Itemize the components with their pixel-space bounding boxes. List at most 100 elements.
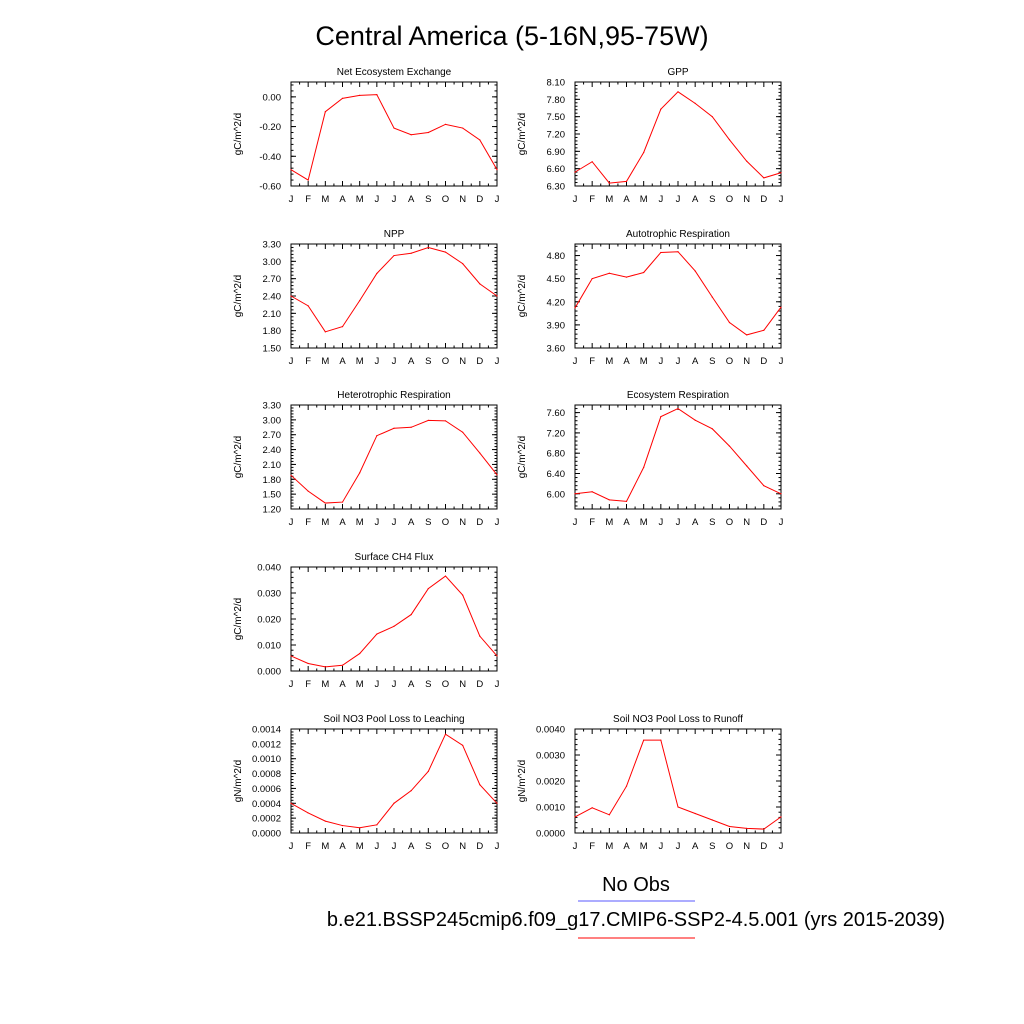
- data-point: [359, 94, 361, 96]
- series-line: [574, 739, 782, 830]
- data-point: [341, 501, 344, 503]
- data-point: [359, 300, 361, 302]
- x-tick-label: A: [623, 194, 630, 205]
- x-tick-label: A: [408, 841, 415, 852]
- data-point: [393, 427, 395, 429]
- data-point: [410, 790, 412, 792]
- x-tick-label: M: [605, 517, 613, 528]
- data-point: [324, 502, 326, 504]
- x-tick-label: D: [476, 679, 483, 690]
- x-tick-label: J: [658, 356, 663, 367]
- y-tick-label: 2.10: [263, 309, 282, 320]
- y-tick-label: 3.00: [263, 257, 282, 268]
- data-point: [376, 633, 378, 635]
- data-point: [625, 785, 628, 787]
- data-point: [694, 102, 696, 104]
- x-tick-label: M: [356, 841, 364, 852]
- y-tick-label: 0.040: [257, 563, 281, 574]
- data-point: [763, 828, 765, 830]
- figure-title: Central America (5-16N,95-75W): [315, 21, 708, 51]
- x-tick-label: J: [779, 841, 784, 852]
- x-tick-label: F: [305, 841, 311, 852]
- data-point: [677, 251, 679, 253]
- data-point: [496, 295, 498, 297]
- x-tick-label: M: [321, 194, 329, 205]
- data-point: [660, 739, 662, 741]
- y-tick-label: 0.0010: [536, 803, 565, 814]
- x-tick-label: O: [726, 841, 733, 852]
- data-point: [746, 334, 748, 336]
- data-point: [591, 491, 593, 493]
- data-point: [780, 306, 782, 308]
- x-tick-label: M: [321, 517, 329, 528]
- y-tick-label: 0.020: [257, 615, 281, 626]
- x-tick-label: M: [640, 517, 648, 528]
- y-tick-label: -0.40: [259, 152, 281, 163]
- y-tick-label: 4.50: [547, 274, 566, 285]
- x-tick-label: F: [305, 679, 311, 690]
- data-point: [608, 814, 610, 816]
- x-tick-label: J: [392, 194, 397, 205]
- x-tick-label: J: [676, 841, 681, 852]
- y-tick-label: 0.000: [257, 667, 281, 678]
- x-tick-label: F: [589, 517, 595, 528]
- x-tick-label: M: [356, 194, 364, 205]
- x-tick-label: F: [305, 517, 311, 528]
- y-tick-label: 0.0040: [536, 725, 565, 736]
- x-tick-label: S: [425, 679, 431, 690]
- series-line: [290, 94, 498, 181]
- y-tick-label: 3.00: [263, 415, 282, 426]
- y-tick-label: 0.00: [263, 92, 282, 103]
- data-point: [341, 824, 344, 827]
- x-tick-label: S: [709, 356, 715, 367]
- y-axis-label: gC/m^2/d: [517, 275, 528, 318]
- x-tick-label: M: [640, 194, 648, 205]
- x-tick-label: D: [476, 356, 483, 367]
- y-tick-label: 0.0006: [252, 784, 281, 795]
- panel-title: Net Ecosystem Exchange: [337, 67, 452, 78]
- data-point: [608, 272, 610, 274]
- y-tick-label: -0.60: [259, 182, 281, 193]
- x-tick-label: J: [392, 356, 397, 367]
- x-tick-label: M: [356, 356, 364, 367]
- data-point: [307, 179, 309, 181]
- data-point: [324, 111, 326, 113]
- y-axis-label: gC/m^2/d: [233, 275, 244, 318]
- x-tick-label: M: [640, 356, 648, 367]
- panel-title: NPP: [384, 229, 405, 240]
- data-point: [341, 664, 344, 666]
- x-tick-label: M: [356, 517, 364, 528]
- x-tick-label: A: [692, 841, 699, 852]
- y-tick-label: 7.80: [547, 95, 566, 106]
- data-point: [625, 500, 628, 502]
- data-point: [324, 331, 326, 333]
- x-tick-label: A: [692, 517, 699, 528]
- x-tick-label: J: [658, 841, 663, 852]
- x-tick-label: J: [289, 679, 294, 690]
- data-point: [376, 824, 378, 826]
- x-tick-label: A: [339, 841, 346, 852]
- data-point: [427, 419, 429, 421]
- data-point: [496, 474, 498, 476]
- x-tick-label: A: [339, 679, 346, 690]
- y-tick-label: 0.0012: [252, 739, 281, 750]
- x-tick-label: N: [459, 841, 466, 852]
- x-tick-label: J: [573, 841, 578, 852]
- x-tick-label: J: [374, 356, 379, 367]
- x-tick-label: N: [459, 356, 466, 367]
- data-point: [376, 435, 378, 437]
- x-tick-label: J: [676, 194, 681, 205]
- data-point: [574, 493, 576, 495]
- x-tick-label: M: [321, 679, 329, 690]
- x-tick-label: M: [640, 841, 648, 852]
- x-tick-label: N: [459, 679, 466, 690]
- data-point: [763, 177, 765, 179]
- y-tick-label: 0.0030: [536, 751, 565, 762]
- y-axis-label: gC/m^2/d: [517, 113, 528, 156]
- data-point: [410, 134, 412, 136]
- x-tick-label: J: [495, 194, 500, 205]
- data-point: [608, 499, 610, 501]
- x-tick-label: N: [743, 517, 750, 528]
